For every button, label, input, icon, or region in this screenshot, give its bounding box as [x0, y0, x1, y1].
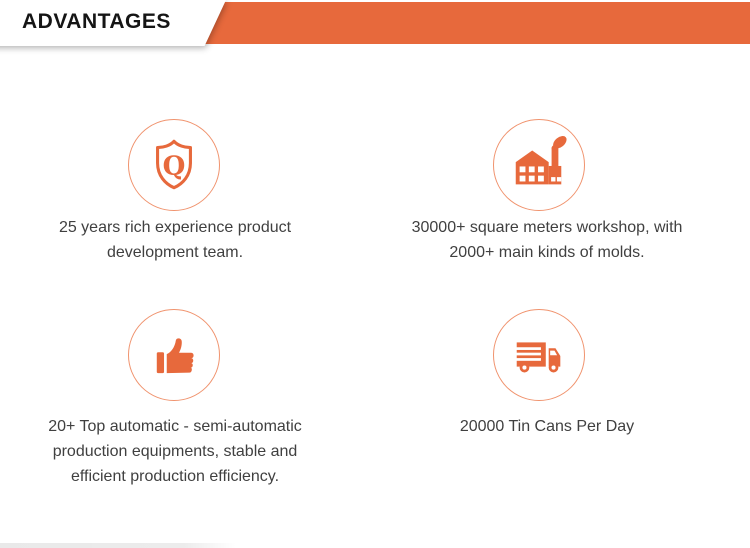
advantage-icon-circle: [493, 309, 585, 401]
factory-icon: [515, 136, 567, 185]
advantage-icon-circle: Q: [128, 119, 220, 211]
advantage-text: 20+ Top automatic - semi-automatic produ…: [48, 418, 302, 485]
advantage-text: 20000 Tin Cans Per Day: [459, 418, 635, 435]
delivery-truck-icon: [512, 342, 561, 373]
advantage-text: 25 years rich experience product develop…: [58, 219, 292, 261]
svg-text:Q: Q: [163, 152, 186, 182]
advantage-icon-circle: [493, 119, 585, 211]
thumbs-up-icon: [156, 338, 194, 374]
section-header: ADVANTAGES: [0, 0, 750, 52]
quality-shield-icon: Q: [156, 139, 192, 190]
section-title: ADVANTAGES: [22, 10, 171, 33]
advantage-text: 30000+ square meters workshop, with 2000…: [411, 219, 683, 261]
next-section-shadow-sliver: [0, 543, 236, 548]
advantage-icon-circle: [128, 309, 220, 401]
